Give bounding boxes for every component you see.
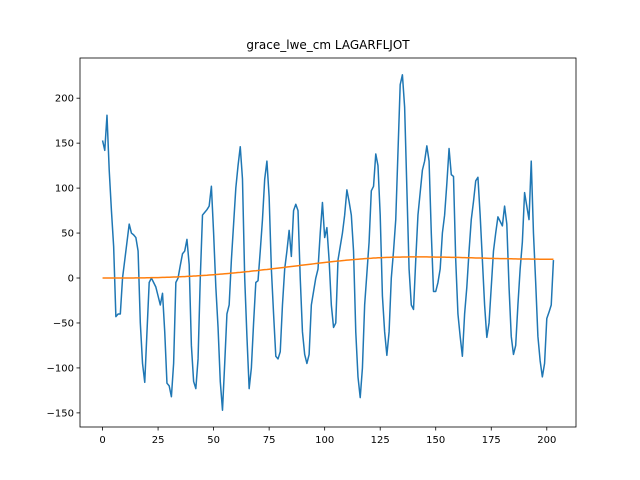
data-line [101,74,555,411]
y-tick-label: 150 [55,139,74,150]
y-tick-label: 0 [68,274,74,285]
y-tick-label: 100 [55,184,74,195]
y-tick-label: 50 [61,229,74,240]
x-tick-label: 75 [263,435,276,446]
chart-title: grace_lwe_cm LAGARFLJOT [246,38,410,52]
y-tick-label: −150 [47,408,74,419]
y-tick-label: −100 [47,363,74,374]
y-tick-label: −50 [53,318,74,329]
x-tick-label: 175 [482,435,501,446]
x-tick-label: 50 [207,435,220,446]
plot-frame [79,57,577,428]
x-tick-label: 0 [99,435,105,446]
x-tick-label: 125 [371,435,390,446]
x-tick-label: 150 [426,435,445,446]
x-tick-label: 200 [537,435,556,446]
data-line [102,256,554,279]
x-tick-label: 100 [315,435,334,446]
y-tick-label: 200 [55,94,74,105]
x-tick-label: 25 [152,435,165,446]
